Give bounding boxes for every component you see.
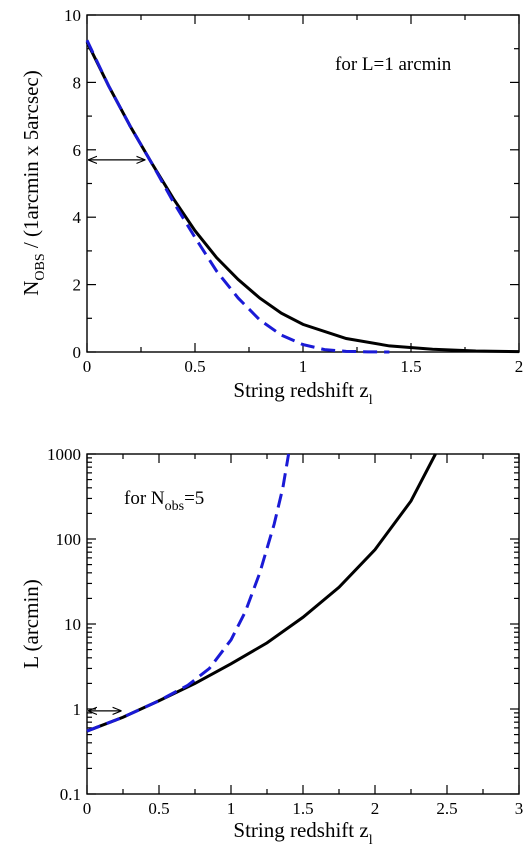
top-series-group [85,39,520,354]
top-tick-marks [86,14,520,353]
top-x-axis-label-main: String redshift z [233,378,368,402]
bottom-x-tick-label: 1 [227,799,236,818]
top-x-axis-label-sub: l [369,393,373,408]
top-series-solid [85,41,520,354]
bottom-x-axis-label: String redshift zl [233,818,372,848]
bottom-x-tick-label: 0 [83,799,92,818]
top-y-tick-label: 0 [73,343,82,362]
top-x-tick-label: 1 [299,357,308,376]
bottom-x-tick-label: 0.5 [148,799,169,818]
bottom-y-axis-label: L (arcmin) [19,579,43,669]
bottom-series-dashed [86,453,291,733]
bottom-y-tick-label: 100 [56,530,82,549]
bottom-annotation-main: for N [124,488,165,509]
top-y-tick-label: 2 [73,276,82,295]
top-y-axis-label: NOBS / (1arcmin x 5arcsec) [19,70,48,295]
top-y-tick-label: 6 [73,141,82,160]
top-chart: for L=1 arcmin String redshift zl NOBS /… [19,14,520,408]
bottom-annotation-rest: =5 [184,488,204,509]
top-series-dashed [85,39,390,354]
bottom-annotation: for Nobs=5 [124,488,204,514]
bottom-tick-marks [86,453,520,795]
top-x-tick-label: 1.5 [400,357,421,376]
top-x-tick-label: 0.5 [184,357,205,376]
bottom-x-tick-label: 2.5 [436,799,457,818]
bottom-x-tick-label: 2 [371,799,380,818]
bottom-x-axis-label-sub: l [369,833,373,848]
top-y-axis-label-sub: OBS [33,253,48,280]
top-y-tick-label: 4 [73,208,82,227]
top-x-tick-label: 2 [515,357,524,376]
bottom-chart: for Nobs=5 String redshift zl L (arcmin) [19,453,520,848]
bottom-x-axis-label-main: String redshift z [233,818,368,842]
bottom-annotation-sub: obs [165,499,184,514]
bottom-y-tick-label: 10 [64,615,81,634]
bottom-y-tick-label: 1000 [47,445,81,464]
bottom-x-tick-label: 1.5 [292,799,313,818]
bottom-y-tick-label: 0.1 [60,785,81,804]
top-y-tick-label: 10 [64,6,81,25]
top-plot-frame [86,14,520,353]
top-y-axis-label-main: N [19,281,43,296]
top-annotation: for L=1 arcmin [335,54,452,75]
top-x-tick-label: 0 [83,357,92,376]
top-y-axis-label-rest: / (1arcmin x 5arcsec) [19,70,43,253]
top-y-tick-label: 8 [73,73,82,92]
bottom-y-tick-label: 1 [73,700,82,719]
bottom-series-group [86,453,437,733]
top-x-axis-label: String redshift zl [233,378,372,408]
bottom-x-tick-label: 3 [515,799,524,818]
